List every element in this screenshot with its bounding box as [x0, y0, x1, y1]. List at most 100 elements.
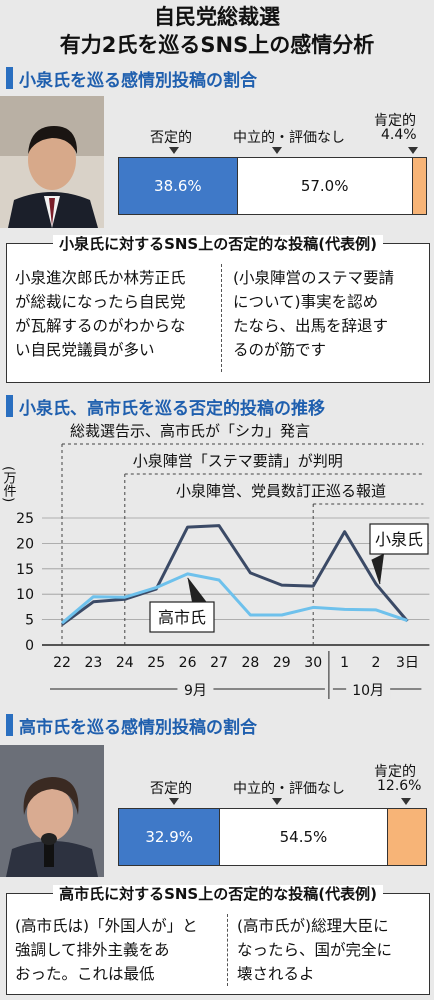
quote-line: たなら、出馬を辞退す: [233, 317, 389, 335]
section-title: 小泉氏、高市氏を巡る否定的投稿の推移: [19, 398, 325, 419]
x-tick-label: 23: [84, 655, 102, 671]
series-label-koizumi: 小泉氏: [375, 530, 423, 549]
bar-negative: 38.6%: [119, 158, 237, 214]
section-marker: [6, 395, 13, 417]
arrow-down-icon: [272, 798, 282, 805]
negative-posts-line-chart: 0 5 10 15 20 25 (万件) 総裁選告示、高市氏が「シカ」発言小泉陣営「ステマ要請…: [1, 422, 430, 699]
month-label-bg: [346, 679, 391, 699]
bar-neutral: 57.0%: [236, 158, 413, 214]
divider: [221, 264, 222, 372]
data-point: [123, 596, 126, 599]
koizumi-examples-box: 小泉氏に対するSNS上の否定的な投稿(代表例) 小泉進次郎氏か林芳正氏 が総裁に…: [6, 235, 430, 383]
y-tick-label: 25: [16, 511, 34, 527]
quote-line: い自民党議員が多い: [15, 341, 155, 359]
section-heading-trend: 小泉氏、高市氏を巡る否定的投稿の推移: [6, 394, 325, 419]
page-subtitle: 有力2氏を巡るSNS上の感情分析: [59, 33, 375, 57]
bar-positive: [387, 809, 426, 865]
callout-takaichi: [187, 577, 208, 603]
series-line-koizumi: [61, 524, 409, 626]
quote-line: (小泉陣営のステマ要請: [233, 269, 395, 287]
section-heading-takaichi: 高市氏を巡る感情別投稿の割合: [6, 713, 257, 738]
section-marker: [6, 714, 13, 736]
x-tick-label: 2: [372, 655, 381, 671]
series-label-takaichi: 高市氏: [158, 608, 206, 627]
y-tick-label: 0: [25, 638, 34, 654]
bar-neutral: 54.5%: [219, 809, 388, 865]
data-point: [249, 571, 252, 574]
arrow-down-icon: [272, 147, 282, 154]
label-neutral: 中立的・評価なし: [233, 781, 345, 797]
quote-line: 小泉進次郎氏か林芳正氏: [15, 269, 186, 287]
x-tick-label: 1: [340, 655, 349, 671]
data-point: [280, 614, 283, 617]
section-marker: [6, 67, 13, 89]
series-label-box: [369, 523, 429, 555]
data-point: [375, 583, 378, 586]
section-title: 小泉氏を巡る感情別投稿の割合: [19, 70, 257, 91]
divider: [227, 914, 228, 986]
quote-line: (高市氏が)総理大臣に: [237, 917, 389, 935]
data-point: [312, 606, 315, 609]
arrow-down-icon: [169, 147, 179, 154]
data-point: [406, 619, 409, 622]
data-point: [92, 600, 95, 603]
data-point: [375, 608, 378, 611]
month-label-bg: [177, 679, 214, 699]
x-tick-label: 22: [53, 655, 71, 671]
data-point: [280, 584, 283, 587]
x-tick-label: 29: [273, 655, 291, 671]
y-tick-label: 5: [25, 613, 34, 629]
x-tick-label: 30: [304, 655, 322, 671]
quote-line: おった。これは最低: [15, 965, 155, 983]
quote-line: 強調して排外主義をあ: [15, 941, 170, 959]
koizumi-stacked-bar: 38.6% 57.0%: [118, 157, 427, 215]
takaichi-photo: [0, 745, 104, 877]
label-negative: 否定的: [150, 130, 192, 146]
y-tick-label: 10: [16, 587, 34, 603]
quote-line: なったら、国が完全に: [237, 941, 393, 959]
quote-left: (高市氏は)「外国人が」と 強調して排外主義をあ おった。これは最低: [15, 914, 220, 986]
data-point: [155, 586, 158, 589]
callout-koizumi: [371, 553, 385, 585]
label-negative: 否定的: [150, 781, 192, 797]
box-title: 小泉氏に対するSNS上の否定的な投稿(代表例): [53, 235, 383, 253]
quote-line: るのが筋です: [233, 341, 327, 359]
data-point: [312, 585, 315, 588]
y-axis-label: (万件): [1, 466, 17, 502]
series-label-box: [149, 601, 215, 633]
x-tick-label: 24: [116, 655, 134, 671]
data-point: [186, 572, 189, 575]
annotation-text: 小泉陣営「ステマ要請」が判明: [133, 452, 343, 470]
box-title: 高市氏に対するSNS上の否定的な投稿(代表例): [53, 885, 383, 903]
data-point: [218, 578, 221, 581]
data-point: [249, 614, 252, 617]
annotation-text: 小泉陣営、党員数訂正巡る報道: [176, 482, 386, 500]
data-point: [343, 608, 346, 611]
data-point: [92, 595, 95, 598]
quote-left: 小泉進次郎氏か林芳正氏 が総裁になったら自民党 が瓦解するのがわからな い自民党…: [15, 266, 215, 362]
x-tick-label: 3日: [396, 655, 419, 671]
quote-right: (高市氏が)総理大臣に なったら、国が完全に 壊されるよ: [237, 914, 425, 986]
quote-line: について)事実を認め: [233, 293, 379, 311]
y-tick-label: 20: [16, 536, 34, 552]
arrow-down-icon: [408, 147, 418, 154]
label-positive: 肯定的: [374, 113, 416, 129]
bar-negative: 32.9%: [119, 809, 220, 865]
quote-line: が瓦解するのがわからな: [15, 317, 186, 335]
month-label-oct: 10月: [352, 683, 384, 699]
x-tick-label: 28: [241, 655, 259, 671]
data-point: [343, 530, 346, 533]
section-heading-koizumi: 小泉氏を巡る感情別投稿の割合: [6, 66, 257, 91]
label-positive: 肯定的: [374, 764, 416, 780]
month-label-sep: 9月: [184, 683, 207, 699]
series-line-takaichi: [61, 572, 408, 625]
value-positive-label: 4.4%: [381, 127, 417, 143]
y-tick-label: 15: [16, 562, 34, 578]
page-title: 自民党総裁選: [154, 5, 280, 29]
takaichi-examples-box: 高市氏に対するSNS上の否定的な投稿(代表例) (高市氏は)「外国人が」と 強調…: [6, 885, 430, 995]
quote-line: が総裁になったら自民党: [15, 293, 186, 311]
quote-right: (小泉陣営のステマ要請 について)事実を認め たなら、出馬を辞退す るのが筋です: [233, 266, 425, 362]
data-point: [61, 622, 64, 625]
takaichi-stacked-bar: 32.9% 54.5%: [118, 808, 427, 866]
data-point: [186, 526, 189, 529]
